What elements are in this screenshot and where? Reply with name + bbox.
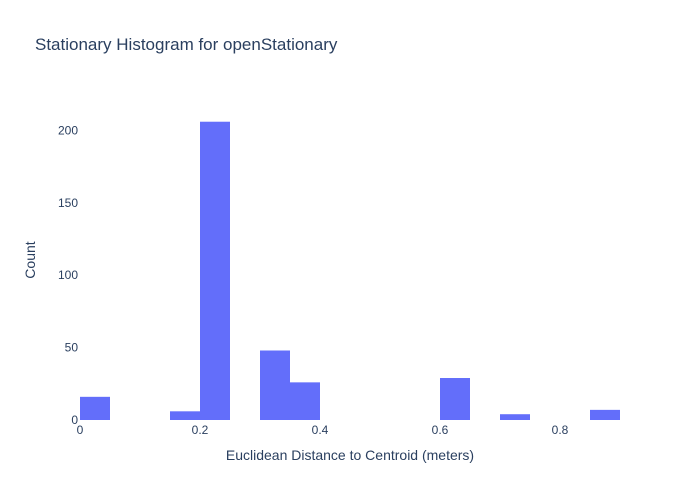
histogram-bar-2 (200, 121, 230, 421)
x-axis-ticks: 0 0.2 0.4 0.6 0.8 (77, 423, 569, 437)
y-axis-ticks: 0 50 100 150 200 (58, 123, 78, 427)
histogram-bar-7 (590, 409, 620, 420)
y-tick-label: 100 (58, 268, 78, 282)
histogram-bar-3 (260, 350, 290, 420)
x-tick-label: 0.8 (552, 423, 569, 437)
histogram-bar-6 (500, 414, 530, 420)
chart-title: Stationary Histogram for openStationary (35, 35, 338, 54)
x-tick-label: 0.2 (192, 423, 209, 437)
y-tick-label: 0 (71, 413, 78, 427)
histogram-bar-0 (80, 396, 110, 420)
histogram-bar-5 (440, 378, 470, 420)
x-axis-title: Euclidean Distance to Centroid (meters) (226, 447, 474, 463)
histogram-bar-4 (290, 382, 320, 420)
y-axis-title: Count (22, 241, 38, 278)
bars-group (80, 121, 620, 421)
histogram-bar-1 (170, 411, 200, 420)
y-tick-label: 150 (58, 196, 78, 210)
x-tick-label: 0.6 (432, 423, 449, 437)
x-tick-label: 0 (77, 423, 84, 437)
y-tick-label: 50 (65, 341, 79, 355)
x-tick-label: 0.4 (312, 423, 329, 437)
y-tick-label: 200 (58, 123, 78, 137)
